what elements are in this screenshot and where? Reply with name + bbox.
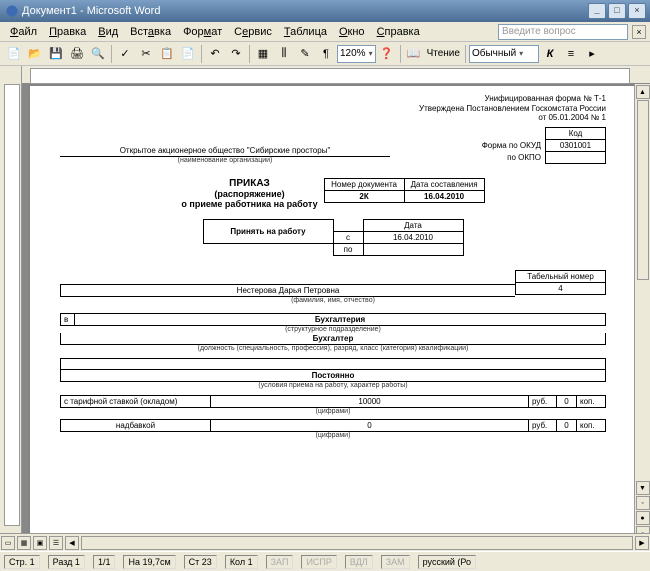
status-lang: русский (Ро (418, 555, 476, 569)
italic-icon[interactable]: К (540, 44, 560, 64)
open-icon[interactable]: 📂 (25, 44, 45, 64)
menu-window[interactable]: Окно (333, 24, 371, 40)
o-prieme: о приеме работника на работу (181, 199, 317, 209)
conditions-row: Постоянно (60, 369, 606, 382)
workspace: Унифицированная форма № Т-1 Утверждена П… (0, 66, 650, 533)
status-vdl: ВДЛ (345, 555, 373, 569)
status-ispr: ИСПР (301, 555, 336, 569)
menu-view[interactable]: Вид (92, 24, 124, 40)
cut-icon[interactable]: ✂ (136, 44, 156, 64)
scroll-thumb[interactable] (637, 100, 649, 280)
scroll-down-button[interactable]: ▼ (636, 481, 650, 495)
spell-icon[interactable]: ✓ (115, 44, 135, 64)
menu-insert[interactable]: Вставка (124, 24, 177, 40)
view-normal-icon[interactable]: ▭ (1, 536, 15, 550)
status-page: Стр. 1 (4, 555, 40, 569)
menu-service[interactable]: Сервис (228, 24, 278, 40)
view-web-icon[interactable]: ▦ (17, 536, 31, 550)
redo-icon[interactable]: ↷ (226, 44, 246, 64)
statusbar: Стр. 1 Разд 1 1/1 На 19,7см Ст 23 Кол 1 … (0, 551, 650, 571)
org-name: Открытое акционерное общество "Сибирские… (60, 146, 390, 157)
menu-help[interactable]: Справка (371, 24, 426, 40)
position-row: Бухгалтер (60, 333, 606, 345)
document-page[interactable]: Унифицированная форма № Т-1 Утверждена П… (30, 86, 636, 533)
prev-page-button[interactable]: ◦ (636, 496, 650, 510)
form-header: Унифицированная форма № Т-1 Утверждена П… (60, 94, 606, 123)
reading-icon[interactable]: 📖 (404, 44, 424, 64)
table-icon[interactable]: ▦ (253, 44, 273, 64)
hscroll-track[interactable] (81, 536, 633, 550)
fio-sublabel: (фамилия, имя, отчество) (60, 297, 606, 304)
menu-format[interactable]: Формат (177, 24, 228, 40)
preview-icon[interactable]: 🔍 (88, 44, 108, 64)
ruler-horizontal (22, 66, 650, 84)
status-col: Кол 1 (225, 555, 258, 569)
doc-num-table: Номер документаДата составления 2К16.04.… (324, 178, 485, 203)
status-section: Разд 1 (48, 555, 85, 569)
prikaz-title: ПРИКАЗ (181, 178, 317, 189)
reading-label[interactable]: Чтение (425, 48, 462, 59)
view-outline-icon[interactable]: ☰ (49, 536, 63, 550)
bonus-row: надбавкой 0 руб. 0 коп. (60, 419, 606, 432)
minimize-button[interactable]: _ (588, 3, 606, 19)
menu-table[interactable]: Таблица (278, 24, 333, 40)
accept-table: Принять на работу Дата с16.04.2010 по (203, 219, 464, 256)
help-icon[interactable]: ❓ (377, 44, 397, 64)
status-pages: 1/1 (93, 555, 116, 569)
paste-icon[interactable]: 📄 (178, 44, 198, 64)
zoom-select[interactable]: 120% (337, 45, 376, 63)
print-icon[interactable]: 🖨 (67, 44, 87, 64)
titlebar: Документ1 - Microsoft Word _ □ × (0, 0, 650, 22)
columns-icon[interactable]: ⫼ (274, 44, 294, 64)
tariff-row: с тарифной ставкой (окладом) 10000 руб. … (60, 395, 606, 408)
drawing-icon[interactable]: ✎ (295, 44, 315, 64)
status-line: Ст 23 (184, 555, 217, 569)
status-zap: ЗАП (266, 555, 294, 569)
scrollbar-horizontal[interactable]: ▭ ▦ ▣ ☰ ◀ ▶ (0, 533, 650, 551)
new-doc-icon[interactable]: 📄 (4, 44, 24, 64)
maximize-button[interactable]: □ (608, 3, 626, 19)
menu-close-button[interactable]: × (632, 25, 646, 39)
menu-file[interactable]: Файл (4, 24, 43, 40)
align-icon[interactable]: ≡ (561, 44, 581, 64)
next-page-button[interactable]: ◦ (636, 526, 650, 533)
save-icon[interactable]: 💾 (46, 44, 66, 64)
copy-icon[interactable]: 📋 (157, 44, 177, 64)
title-text: Документ1 - Microsoft Word (4, 5, 588, 17)
menubar: Файл Правка Вид Вставка Формат Сервис Та… (0, 22, 650, 42)
rasporyazhenie: (распоряжение) (181, 189, 317, 199)
undo-icon[interactable]: ↶ (205, 44, 225, 64)
status-at: На 19,7см (123, 555, 175, 569)
scrollbar-vertical[interactable]: ▲ ▼ ◦ ● ◦ (634, 84, 650, 533)
scroll-up-button[interactable]: ▲ (636, 85, 650, 99)
ruler-vertical (0, 66, 22, 533)
question-input[interactable]: Введите вопрос (498, 24, 628, 40)
browse-button[interactable]: ● (636, 511, 650, 525)
more-icon[interactable]: ▸ (582, 44, 602, 64)
dept-row: в Бухгалтерия (60, 313, 606, 326)
fio: Нестерова Дарья Петровна (60, 284, 515, 297)
menu-edit[interactable]: Правка (43, 24, 92, 40)
style-select[interactable]: Обычный (469, 45, 539, 63)
view-print-icon[interactable]: ▣ (33, 536, 47, 550)
org-sublabel: (наименование организации) (60, 157, 390, 164)
para-icon[interactable]: ¶ (316, 44, 336, 64)
status-zam: ЗАМ (381, 555, 410, 569)
scroll-left-button[interactable]: ◀ (65, 536, 79, 550)
scroll-right-button[interactable]: ▶ (635, 536, 649, 550)
toolbar: 📄 📂 💾 🖨 🔍 ✓ ✂ 📋 📄 ↶ ↷ ▦ ⫼ ✎ ¶ 120% ❓ 📖 Ч… (0, 42, 650, 66)
close-button[interactable]: × (628, 3, 646, 19)
